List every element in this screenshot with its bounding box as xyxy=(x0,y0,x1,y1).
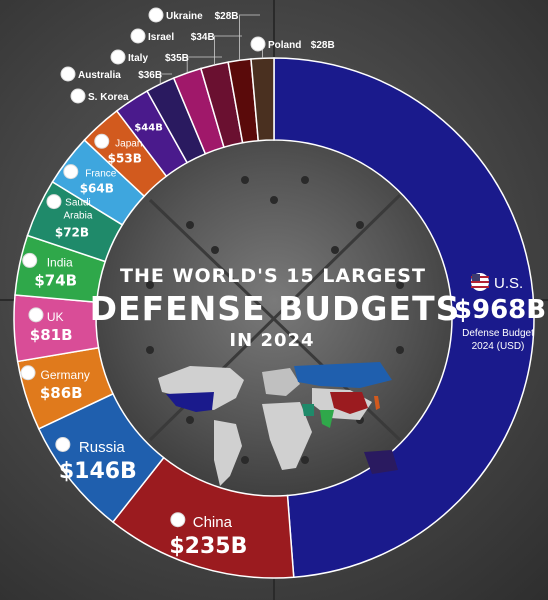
europe-shape xyxy=(262,368,300,396)
rivet xyxy=(396,346,404,354)
slice-name-label: India xyxy=(47,255,73,269)
us-name-label: U.S. xyxy=(494,275,523,292)
china-flag-icon xyxy=(170,512,186,528)
rivet xyxy=(211,246,219,254)
slice-name-label: Australia xyxy=(78,70,121,81)
rivet xyxy=(396,281,404,289)
slice-value-label: $72B xyxy=(55,226,89,240)
leader-line xyxy=(159,73,172,85)
africa-shape xyxy=(262,402,312,470)
uk-flag-icon xyxy=(28,307,44,323)
rivet xyxy=(241,176,249,184)
slice-value-label: $74B xyxy=(34,271,77,289)
slice-name-label: Italy xyxy=(128,53,148,64)
slice-name-label: Israel xyxy=(148,32,174,43)
poland-flag-icon xyxy=(250,36,266,52)
slice-value-label: $81B xyxy=(30,326,73,344)
south-america-shape xyxy=(214,420,242,486)
slice-poland xyxy=(250,57,275,142)
australia-shape xyxy=(364,450,398,474)
japan-flag-icon xyxy=(94,133,110,149)
italy-flag-icon xyxy=(110,49,126,65)
rivet xyxy=(331,246,339,254)
slice-value-label: $235B xyxy=(169,534,247,559)
usa-shape xyxy=(166,392,214,412)
slice-name-label: UK xyxy=(47,310,64,324)
slice-labels: China $235B Russia $146B Germany $86B UK $81B In… xyxy=(20,7,335,559)
saudi-arabia-flag-icon xyxy=(46,194,62,210)
slice-u-s xyxy=(273,57,535,579)
slice-value-label: $36B xyxy=(138,70,162,81)
rivet xyxy=(146,346,154,354)
slice-name-label: Ukraine xyxy=(166,11,203,22)
us-callout: U.S. $968B Defense Budget 2024 (USD) xyxy=(454,273,546,352)
slice-value-label: $53B xyxy=(108,151,142,165)
slice-value-label: $28B xyxy=(215,11,239,22)
leader-line xyxy=(239,14,260,61)
ukraine-flag-icon xyxy=(148,7,164,23)
slice-value-label: $86B xyxy=(40,384,83,402)
slice-value-label: $146B xyxy=(59,459,137,484)
saudi-shape xyxy=(302,404,314,416)
rivet xyxy=(186,416,194,424)
slice-name-label: Russia xyxy=(79,439,126,456)
chart-title: THE WORLD'S 15 LARGEST DEFENSE BUDGETS I… xyxy=(90,265,461,351)
rivet xyxy=(146,281,154,289)
slice-name-label: China xyxy=(193,514,233,531)
australia-flag-icon xyxy=(60,66,76,82)
us-value-label: $968B xyxy=(454,295,546,325)
title-line-1: THE WORLD'S 15 LARGEST xyxy=(120,265,426,287)
slice-name-label: Japan xyxy=(115,138,142,149)
slice-value-label: $35B xyxy=(165,53,189,64)
slice-name-label: Arabia xyxy=(64,211,93,222)
title-line-2: DEFENSE BUDGETS xyxy=(90,289,461,328)
north-america-shape xyxy=(158,366,244,410)
slice-name-label: Saudi xyxy=(65,198,91,209)
slice-value-label: $64B xyxy=(80,182,114,196)
leader-line xyxy=(186,56,222,73)
germany-flag-icon xyxy=(20,365,36,381)
japan-shape xyxy=(374,396,380,410)
rivet xyxy=(186,221,194,229)
slice-name-label: Poland xyxy=(268,40,301,51)
slice-value-label: $34B xyxy=(191,32,215,43)
rivet xyxy=(241,456,249,464)
france-flag-icon xyxy=(63,164,79,180)
russia-flag-icon xyxy=(55,436,71,452)
rivet xyxy=(270,196,278,204)
s-korea-flag-icon xyxy=(70,88,86,104)
china-shape xyxy=(330,392,368,414)
unit-note-line-2: 2024 (USD) xyxy=(472,341,525,352)
unit-note-line-1: Defense Budget xyxy=(462,328,534,339)
slice-value-label: $44B xyxy=(134,122,163,133)
leader-line xyxy=(214,35,242,65)
slice-name-label: S. Korea xyxy=(88,92,129,103)
rivet xyxy=(356,221,364,229)
rivet xyxy=(301,176,309,184)
slice-name-label: France xyxy=(85,169,117,180)
title-line-3: IN 2024 xyxy=(229,330,314,351)
slice-value-label: $28B xyxy=(311,40,335,51)
slice-name-label: Germany xyxy=(41,368,90,382)
india-shape xyxy=(320,410,334,428)
rivet xyxy=(301,456,309,464)
israel-flag-icon xyxy=(130,28,146,44)
india-flag-icon xyxy=(22,252,38,268)
world-map xyxy=(158,362,398,486)
russia-shape xyxy=(294,362,392,388)
